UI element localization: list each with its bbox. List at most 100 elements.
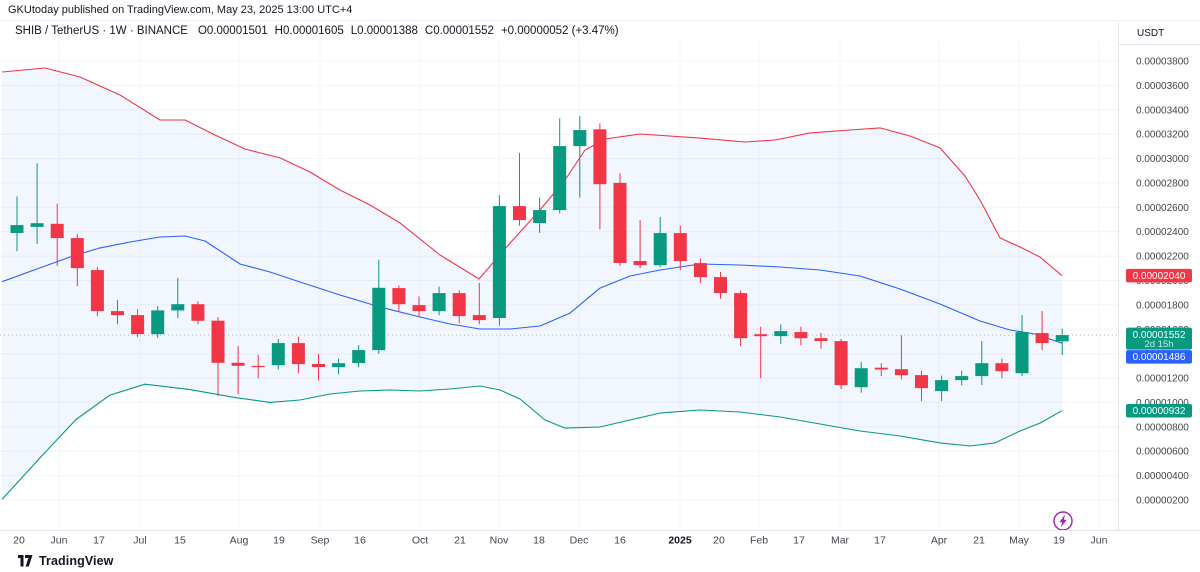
attribution-text: GKUtoday published on TradingView.com, M… bbox=[8, 4, 353, 16]
tradingview-attribution[interactable]: TradingView bbox=[18, 552, 114, 570]
price-axis-currency[interactable]: USDT bbox=[1118, 22, 1200, 45]
candle-up bbox=[935, 380, 949, 392]
candle-up bbox=[573, 130, 587, 147]
price-axis[interactable] bbox=[1118, 45, 1200, 530]
time-axis-label: 17 bbox=[874, 535, 886, 547]
candle-down bbox=[70, 238, 84, 269]
bollinger-lower-band bbox=[1, 383, 1063, 500]
candle-down bbox=[633, 261, 647, 266]
candle-down bbox=[894, 369, 908, 376]
price-axis-label: 0.00003600 bbox=[1136, 81, 1189, 92]
candle-down bbox=[754, 334, 768, 337]
candle-up bbox=[151, 310, 165, 335]
price-axis-label: 0.00001200 bbox=[1136, 374, 1189, 385]
time-axis-label: Sep bbox=[311, 535, 330, 547]
ohlc-close: C0.00001552 bbox=[424, 25, 494, 37]
price-badge-text: 0.00002040 bbox=[1133, 271, 1186, 282]
candle-down bbox=[312, 364, 325, 367]
candle-down bbox=[211, 320, 225, 363]
price-axis-label: 0.00000600 bbox=[1136, 447, 1189, 458]
price-badge bbox=[1126, 327, 1192, 350]
candle-down bbox=[1035, 333, 1049, 344]
time-axis-label: 16 bbox=[354, 535, 366, 547]
time-axis-label: 19 bbox=[1053, 535, 1065, 547]
candle-down bbox=[693, 263, 707, 278]
time-axis-label: 18 bbox=[533, 535, 545, 547]
time-axis-label: 20 bbox=[713, 535, 725, 547]
currency-label: USDT bbox=[1137, 28, 1165, 39]
candle-up bbox=[271, 343, 285, 366]
candle-up bbox=[1055, 335, 1069, 342]
price-axis-label: 0.00001800 bbox=[1136, 300, 1189, 311]
candle-down bbox=[392, 288, 406, 305]
time-axis[interactable] bbox=[0, 530, 1200, 551]
time-axis-label: 19 bbox=[273, 535, 285, 547]
price-badge-text: 0.00001552 bbox=[1133, 330, 1186, 341]
price-badge-text: 0.00000932 bbox=[1133, 406, 1186, 417]
ohlc-low: L0.00001388 bbox=[350, 25, 418, 37]
price-axis-label: 0.00003400 bbox=[1136, 105, 1189, 116]
price-axis-label: 0.00000200 bbox=[1136, 496, 1189, 507]
candle-down bbox=[995, 363, 1009, 372]
candle-up bbox=[854, 368, 868, 388]
candle-up bbox=[30, 223, 44, 227]
candle-up bbox=[975, 363, 989, 377]
ohlc-high: H0.00001605 bbox=[274, 25, 344, 37]
time-axis-label: May bbox=[1009, 535, 1030, 547]
candle-up bbox=[432, 293, 446, 312]
time-axis-label: 21 bbox=[973, 535, 985, 547]
candle-down bbox=[915, 375, 928, 389]
tradingview-wordmark: TradingView bbox=[39, 554, 114, 568]
ohlc-open: O0.00001501 bbox=[197, 25, 268, 37]
candle-up bbox=[492, 206, 506, 318]
symbol-title[interactable]: SHIB / TetherUS · 1W · BINANCE bbox=[15, 25, 188, 37]
candle-down bbox=[814, 338, 828, 342]
tradingview-logo-icon bbox=[18, 555, 33, 567]
symbol-legend[interactable]: SHIB / TetherUS · 1W · BINANCE O0.0000150… bbox=[15, 25, 626, 37]
candle-down bbox=[472, 315, 486, 321]
time-axis-label: 15 bbox=[174, 535, 186, 547]
candle-down bbox=[834, 341, 848, 386]
time-axis-label: Feb bbox=[750, 535, 768, 547]
price-axis-label: 0.00002400 bbox=[1136, 227, 1189, 238]
candle-up bbox=[774, 331, 788, 337]
time-axis-label: Apr bbox=[931, 535, 948, 547]
time-axis-label: Dec bbox=[570, 535, 589, 547]
candle-up bbox=[553, 146, 567, 211]
candle-down bbox=[90, 270, 104, 312]
price-axis-label: 0.00002600 bbox=[1136, 203, 1189, 214]
price-axis-label: 0.00002800 bbox=[1136, 178, 1189, 189]
candle-up bbox=[955, 376, 969, 381]
time-axis-label: 20 bbox=[13, 535, 25, 547]
candle-up bbox=[653, 233, 667, 266]
price-axis-label: 0.00003800 bbox=[1136, 57, 1189, 68]
candle-down bbox=[131, 315, 145, 335]
bollinger-middle-band bbox=[1, 235, 1063, 344]
candle-down bbox=[734, 293, 748, 339]
price-badge bbox=[1126, 268, 1192, 283]
chart-plot-area[interactable] bbox=[0, 42, 1118, 530]
price-badge-text: 0.00001486 bbox=[1133, 352, 1186, 363]
time-axis-label: Jun bbox=[1091, 535, 1108, 547]
price-axis-label: 0.00003200 bbox=[1136, 130, 1189, 141]
bollinger-fill bbox=[2, 68, 1062, 500]
time-axis-label: 17 bbox=[793, 535, 805, 547]
candle-down bbox=[794, 332, 808, 339]
candle-down bbox=[673, 233, 687, 262]
price-badge bbox=[1126, 404, 1192, 418]
candle-up bbox=[372, 287, 386, 351]
candle-up bbox=[332, 363, 346, 368]
time-axis-label: Oct bbox=[412, 535, 428, 547]
attribution-bar: GKUtoday published on TradingView.com, M… bbox=[0, 0, 1200, 21]
candle-down bbox=[714, 277, 727, 294]
time-axis-label: Mar bbox=[831, 535, 850, 547]
time-axis-label: Nov bbox=[490, 535, 509, 547]
time-axis-label: Aug bbox=[230, 535, 249, 547]
candle-down bbox=[412, 305, 426, 312]
time-axis-label: 21 bbox=[454, 535, 466, 547]
candle-down bbox=[593, 129, 607, 185]
candle-down bbox=[874, 367, 888, 370]
candle-up bbox=[352, 350, 366, 364]
price-axis-label: 0.00001000 bbox=[1136, 398, 1189, 409]
candle-down bbox=[50, 223, 64, 239]
